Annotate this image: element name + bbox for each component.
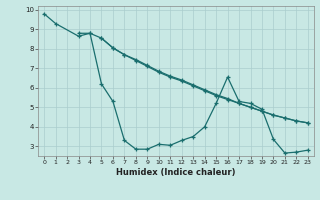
X-axis label: Humidex (Indice chaleur): Humidex (Indice chaleur) (116, 168, 236, 177)
